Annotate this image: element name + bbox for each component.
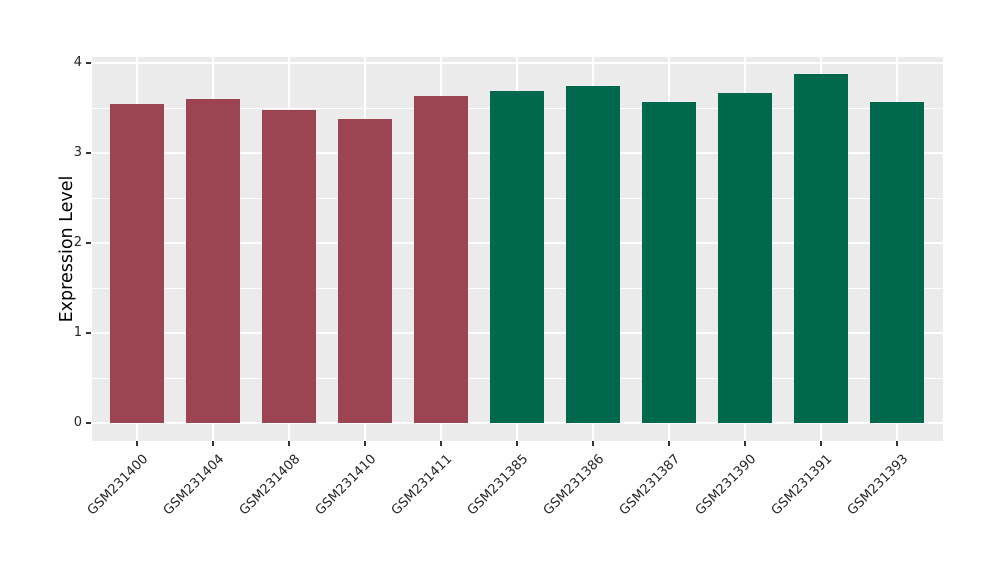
bar-GSM231391: [794, 73, 848, 423]
x-tick: [516, 441, 518, 446]
x-tick: [288, 441, 290, 446]
bar-GSM231390: [718, 92, 772, 423]
bar-GSM231400: [110, 104, 164, 423]
y-tick-label: 1: [73, 325, 82, 340]
y-tick-label: 3: [73, 145, 82, 160]
bar-GSM231410: [338, 118, 392, 423]
plot-area: [92, 57, 943, 441]
y-tick-label: 4: [73, 55, 82, 70]
x-tick: [136, 441, 138, 446]
x-tick: [212, 441, 214, 446]
y-tick: [86, 62, 91, 64]
bar-GSM231393: [870, 101, 924, 423]
y-tick-label: 2: [73, 235, 82, 250]
x-tick: [744, 441, 746, 446]
x-tick: [592, 441, 594, 446]
bar-GSM231386: [566, 86, 620, 423]
bar-GSM231411: [414, 96, 468, 423]
y-tick: [86, 152, 91, 154]
x-tick: [820, 441, 822, 446]
bar-GSM231387: [642, 101, 696, 423]
y-tick-label: 0: [73, 415, 82, 430]
x-tick: [896, 441, 898, 446]
y-tick: [86, 332, 91, 334]
bar-GSM231385: [490, 90, 544, 423]
bar-GSM231404: [186, 99, 240, 423]
bar-GSM231408: [262, 109, 316, 423]
x-tick: [440, 441, 442, 446]
y-tick: [86, 422, 91, 424]
y-tick: [86, 242, 91, 244]
x-tick: [364, 441, 366, 446]
x-tick: [668, 441, 670, 446]
